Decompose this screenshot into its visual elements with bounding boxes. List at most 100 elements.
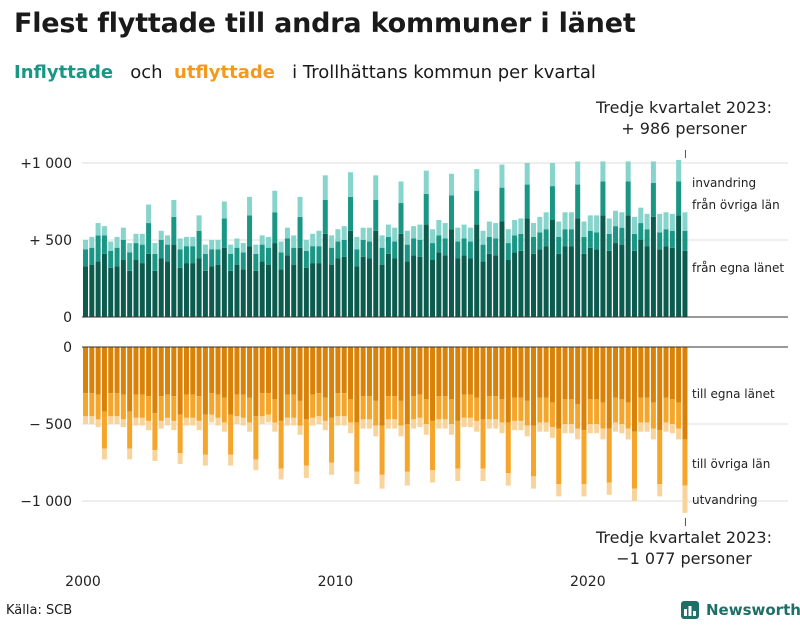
bar-out-segment — [423, 424, 429, 435]
bar-in-segment — [152, 243, 158, 254]
bar-out-segment — [638, 397, 644, 423]
bar-out-segment — [303, 347, 309, 420]
bar-out-segment — [594, 424, 600, 434]
bar-out-segment — [455, 468, 461, 481]
bar-in-segment — [329, 264, 335, 317]
bar-in-segment — [398, 233, 404, 317]
bar-in-segment — [676, 181, 682, 216]
bar-in-segment — [329, 247, 335, 265]
bar-in-segment — [89, 247, 95, 265]
bar-in-segment — [379, 235, 385, 248]
bar-out-segment — [284, 417, 290, 426]
bar-in-segment — [537, 232, 543, 250]
bar-in-segment — [587, 215, 593, 231]
bar-in-segment — [354, 236, 360, 250]
bar-in-segment — [594, 232, 600, 250]
bar-out-segment — [291, 347, 297, 395]
bar-out-segment — [146, 396, 152, 421]
bar-out-segment — [348, 422, 354, 434]
bar-in-segment — [493, 238, 499, 256]
bar-out-segment — [158, 420, 164, 429]
bar-in-segment — [120, 227, 126, 240]
bar-out-segment — [461, 394, 467, 418]
bar-in-segment — [549, 186, 555, 220]
bar-in-segment — [669, 247, 675, 317]
bar-out-segment — [411, 347, 417, 397]
bar-in-segment — [127, 252, 133, 271]
bar-in-segment — [398, 181, 404, 204]
bar-out-segment — [354, 347, 360, 423]
bar-out-segment — [499, 422, 505, 434]
bar-out-segment — [297, 347, 303, 401]
bar-in-segment — [385, 253, 391, 317]
bar-out-segment — [177, 414, 183, 454]
bar-out-segment — [575, 428, 581, 440]
bar-in-segment — [474, 169, 480, 191]
bar-out-segment — [430, 420, 436, 471]
bar-out-segment — [89, 347, 95, 394]
bar-in-segment — [430, 243, 436, 261]
bar-in-segment — [303, 250, 309, 268]
bar-out-segment — [682, 485, 688, 513]
bar-out-segment — [139, 394, 145, 418]
bar-in-segment — [291, 264, 297, 317]
bar-out-segment — [562, 347, 568, 400]
bar-in-segment — [310, 233, 316, 247]
bar-in-segment — [120, 260, 126, 317]
subtitle-och: och — [130, 62, 163, 83]
bar-in-segment — [657, 232, 663, 250]
bar-in-segment — [442, 255, 448, 317]
bar-out-segment — [398, 400, 404, 426]
bar-out-segment — [430, 347, 436, 421]
bar-in-segment — [234, 264, 240, 317]
bar-out-segment — [392, 419, 398, 429]
bar-out-segment — [631, 347, 637, 432]
bar-in-segment — [158, 258, 164, 317]
bar-in-segment — [95, 261, 101, 317]
bar-out-segment — [202, 414, 208, 455]
bar-in-segment — [360, 256, 366, 317]
bar-out-segment — [581, 484, 587, 497]
bar-out-segment — [373, 400, 379, 426]
bar-out-segment — [562, 424, 568, 434]
bar-out-segment — [215, 417, 221, 426]
bar-out-segment — [240, 394, 246, 418]
bar-out-segment — [202, 454, 208, 466]
bar-out-segment — [379, 347, 385, 426]
bar-in-segment — [493, 223, 499, 239]
subtitle-rest: i Trollhättans kommun per kvartal — [292, 62, 596, 83]
bar-out-segment — [247, 347, 253, 398]
bar-in-segment — [556, 253, 562, 317]
bar-out-segment — [215, 394, 221, 418]
bar-in-segment — [183, 246, 189, 264]
bar-out-segment — [265, 393, 271, 415]
bar-out-segment — [177, 347, 183, 415]
bar-out-segment — [209, 347, 215, 394]
bar-out-segment — [373, 347, 379, 401]
bar-out-segment — [423, 399, 429, 424]
bar-out-segment — [531, 476, 537, 489]
bar-out-segment — [265, 347, 271, 394]
bar-out-segment — [568, 399, 574, 424]
bar-in-segment — [512, 219, 518, 236]
bar-out-segment — [360, 419, 366, 429]
bar-in-segment — [486, 236, 492, 254]
bar-out-segment — [209, 414, 215, 423]
bar-out-segment — [379, 425, 385, 475]
bar-out-segment — [221, 422, 227, 432]
bar-out-segment — [139, 417, 145, 426]
bar-out-segment — [234, 416, 240, 424]
bar-out-segment — [354, 422, 360, 472]
bar-out-segment — [625, 428, 631, 440]
bar-out-segment — [650, 402, 656, 429]
bar-in-segment — [524, 184, 530, 219]
bar-in-segment — [524, 218, 530, 317]
bar-in-segment — [562, 246, 568, 317]
bar-in-segment — [436, 219, 442, 236]
bar-in-segment — [543, 212, 549, 230]
bar-in-segment — [568, 246, 574, 317]
bar-out-segment — [543, 347, 549, 398]
bar-out-segment — [329, 417, 335, 463]
bar-out-segment — [196, 420, 202, 431]
bar-out-segment — [587, 399, 593, 424]
